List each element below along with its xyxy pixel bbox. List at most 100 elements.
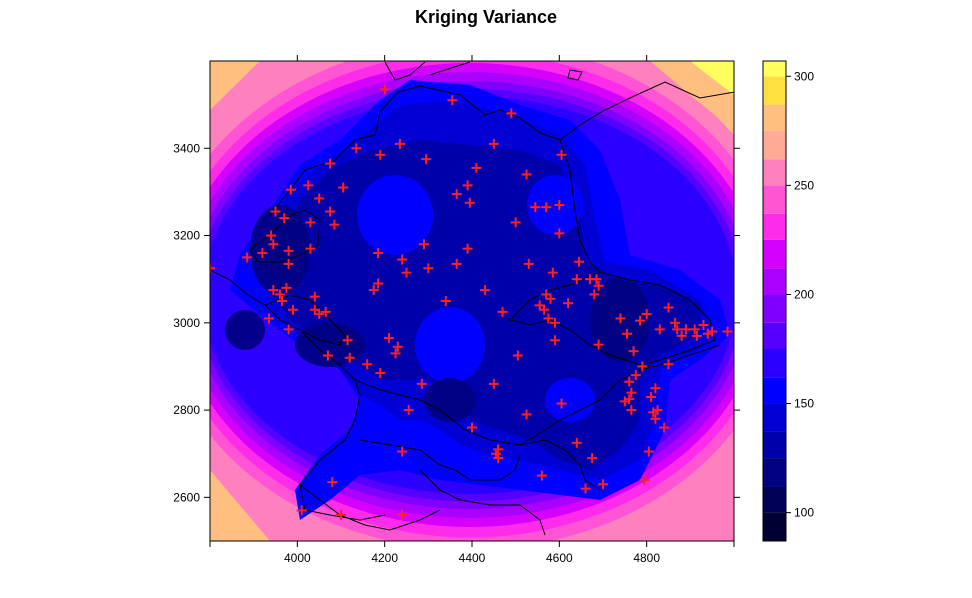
colorbar: 100 150 200 250 300 [762, 60, 814, 542]
pocket-center-south [415, 307, 485, 383]
sample-point [279, 213, 290, 224]
sample-point [624, 376, 635, 387]
colorbar-swatch [763, 130, 786, 160]
pocket-center-north [357, 175, 433, 255]
pocket-southeast [545, 378, 595, 422]
sample-point [643, 446, 654, 457]
sample-point [556, 149, 567, 160]
sample-point [545, 293, 556, 304]
sample-point [266, 230, 277, 241]
sample-point [663, 302, 674, 313]
sample-point [390, 348, 401, 359]
y-tick-label: 3200 [173, 229, 200, 243]
variance-contour-bands [210, 61, 734, 541]
sample-point [309, 291, 320, 302]
sample-point [680, 324, 691, 335]
border-cz [509, 271, 716, 366]
sample-point [571, 437, 582, 448]
sample-point [464, 197, 475, 208]
band-corner-ne-300 [690, 61, 734, 95]
sample-point [451, 189, 462, 200]
sample-point [392, 341, 403, 352]
border-be [264, 294, 346, 346]
sample-point [336, 509, 346, 520]
sample-point [351, 143, 362, 154]
sample-point [242, 252, 253, 263]
sample-point [384, 333, 395, 344]
sample-point [467, 422, 477, 433]
sample-point [521, 409, 532, 420]
sample-point [305, 243, 316, 254]
band-corner-sw-250 [210, 470, 270, 541]
border-south [419, 469, 546, 536]
sample-point [637, 361, 648, 372]
sample-point [397, 509, 408, 520]
sample-point [587, 453, 598, 464]
colorbar-swatch [763, 403, 786, 432]
border-de-fr [354, 379, 601, 491]
sample-point [274, 289, 285, 300]
border-nl [249, 209, 321, 263]
sample-point [421, 154, 432, 165]
sample-points [210, 84, 733, 520]
sample-point [325, 158, 336, 169]
sample-point [462, 243, 473, 254]
sample-point [379, 84, 390, 95]
y-tick-label: 2800 [173, 403, 200, 417]
x-tick-label: 4600 [546, 551, 573, 565]
sample-point [322, 350, 333, 361]
sample-point [663, 359, 674, 370]
sample-point [283, 324, 294, 335]
colorbar-swatch [763, 512, 786, 541]
colorbar-tick-label: 100 [794, 506, 814, 520]
colorbar-tick-label: 200 [794, 287, 814, 301]
sample-point [344, 352, 355, 363]
sample-point [373, 278, 384, 289]
colorbar-tick-label: 300 [794, 69, 814, 83]
sample-point [689, 324, 700, 335]
sample-point [512, 350, 523, 361]
sample-point [462, 180, 473, 191]
sample-point [650, 413, 661, 424]
colorbar-swatch [763, 486, 786, 513]
sample-point [543, 313, 554, 324]
border-denmark [384, 61, 583, 81]
sample-point [702, 328, 713, 339]
sample-point [654, 324, 665, 335]
sample-point [573, 256, 584, 267]
sample-point [368, 285, 379, 296]
sample-point [451, 258, 462, 269]
sample-point [641, 309, 652, 320]
y-tick-label: 2600 [173, 490, 200, 504]
sample-point [287, 304, 298, 315]
sample-point [676, 330, 687, 341]
sample-point [670, 317, 681, 328]
colorbar-swatch [763, 268, 786, 295]
sample-point [447, 95, 458, 106]
sample-point [268, 239, 279, 250]
sample-point [628, 346, 639, 357]
sample-point [541, 289, 552, 300]
sample-point [394, 138, 405, 149]
sample-point [541, 202, 552, 213]
sample-point [563, 298, 574, 309]
sample-point [303, 180, 314, 191]
band-corner-nw-250 [210, 61, 260, 110]
sample-point [652, 405, 663, 416]
sample-point [593, 339, 604, 350]
sample-point [327, 477, 338, 488]
y-tick-label: 3000 [173, 316, 200, 330]
sample-point [534, 300, 545, 311]
sample-point [536, 470, 547, 481]
sample-point [338, 182, 349, 193]
sample-point [626, 405, 637, 416]
cluster-low-4 [225, 310, 265, 350]
sample-point [270, 206, 281, 217]
colorbar-swatch [763, 239, 786, 269]
sample-point [329, 219, 340, 230]
colorbar-swatch [763, 349, 786, 378]
border-pl [559, 139, 601, 273]
sample-point [263, 313, 274, 324]
sample-point [630, 370, 641, 381]
